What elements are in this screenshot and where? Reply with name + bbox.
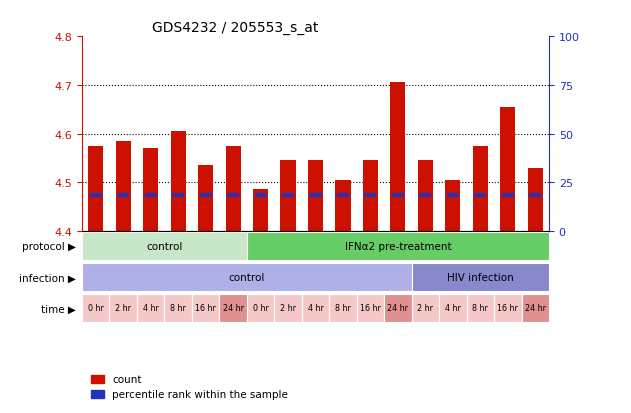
Bar [82, 264, 411, 292]
Text: control: control [146, 241, 182, 251]
Text: protocol ▶: protocol ▶ [21, 242, 76, 252]
Bar [521, 295, 549, 323]
Bar [475, 194, 487, 197]
Bar [192, 295, 220, 323]
Text: 24 hr: 24 hr [525, 304, 546, 313]
Bar [391, 83, 406, 231]
Bar [227, 194, 239, 197]
Bar [302, 295, 329, 323]
Bar [309, 194, 322, 197]
Bar [144, 194, 156, 197]
Text: 16 hr: 16 hr [360, 304, 381, 313]
Bar [528, 168, 543, 231]
Bar [88, 146, 103, 231]
Bar [529, 194, 541, 197]
Text: 4 hr: 4 hr [307, 304, 324, 313]
Text: 16 hr: 16 hr [497, 304, 518, 313]
Bar [420, 194, 432, 197]
Bar [447, 194, 459, 197]
Bar [225, 146, 240, 231]
Bar [115, 142, 131, 231]
Text: 24 hr: 24 hr [387, 304, 408, 313]
Bar [336, 180, 351, 231]
Text: 8 hr: 8 hr [335, 304, 351, 313]
Text: 0 hr: 0 hr [252, 304, 269, 313]
Bar [143, 149, 158, 231]
Bar [172, 194, 184, 197]
Text: GDS4232 / 205553_s_at: GDS4232 / 205553_s_at [152, 21, 319, 35]
Bar [281, 161, 295, 231]
Text: 2 hr: 2 hr [417, 304, 433, 313]
Bar [247, 233, 549, 261]
Bar [384, 295, 411, 323]
Bar [337, 194, 349, 197]
Bar [90, 194, 102, 197]
Bar [308, 161, 323, 231]
Bar [253, 190, 268, 231]
Bar [411, 295, 439, 323]
Bar [357, 295, 384, 323]
Text: time ▶: time ▶ [41, 304, 76, 314]
Text: control: control [228, 272, 265, 282]
Bar [411, 264, 549, 292]
Bar [329, 295, 357, 323]
Bar [502, 194, 514, 197]
Bar [282, 194, 294, 197]
Text: 2 hr: 2 hr [280, 304, 296, 313]
Bar [392, 194, 404, 197]
Bar [418, 161, 433, 231]
Bar [473, 146, 488, 231]
Bar [170, 132, 186, 231]
Bar [137, 295, 165, 323]
Bar [439, 295, 466, 323]
Text: 2 hr: 2 hr [115, 304, 131, 313]
Text: 4 hr: 4 hr [445, 304, 461, 313]
Legend: count, percentile rank within the sample: count, percentile rank within the sample [87, 370, 292, 404]
Bar [247, 295, 274, 323]
Bar [82, 233, 247, 261]
Bar [445, 180, 461, 231]
Bar [363, 161, 378, 231]
Bar [220, 295, 247, 323]
Bar [198, 166, 213, 231]
Bar [364, 194, 377, 197]
Text: HIV infection: HIV infection [447, 272, 514, 282]
Bar [500, 107, 516, 231]
Bar [494, 295, 521, 323]
Text: 4 hr: 4 hr [143, 304, 158, 313]
Text: 8 hr: 8 hr [170, 304, 186, 313]
Bar [117, 194, 129, 197]
Text: IFNα2 pre-treatment: IFNα2 pre-treatment [345, 241, 451, 251]
Bar [466, 295, 494, 323]
Bar [274, 295, 302, 323]
Bar [110, 295, 137, 323]
Text: infection ▶: infection ▶ [19, 273, 76, 283]
Text: 24 hr: 24 hr [223, 304, 244, 313]
Text: 16 hr: 16 hr [195, 304, 216, 313]
Bar [254, 194, 267, 197]
Text: 8 hr: 8 hr [473, 304, 488, 313]
Text: 0 hr: 0 hr [88, 304, 103, 313]
Bar [82, 295, 110, 323]
Bar [199, 194, 211, 197]
Bar [165, 295, 192, 323]
